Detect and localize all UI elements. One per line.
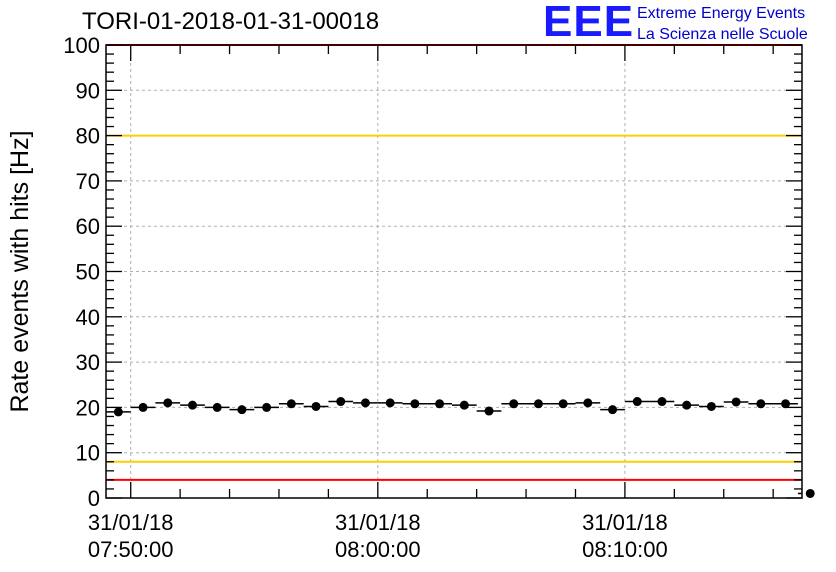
y-tick-label: 30 bbox=[76, 350, 100, 375]
x-tick-time-label: 08:10:00 bbox=[582, 537, 668, 562]
data-point bbox=[608, 405, 618, 415]
data-point bbox=[558, 399, 568, 409]
logo-text-line1: Extreme Energy Events bbox=[637, 5, 806, 22]
data-point bbox=[533, 399, 543, 409]
data-point bbox=[212, 402, 222, 412]
x-tick-date-label: 31/01/18 bbox=[335, 510, 421, 535]
y-tick-label: 100 bbox=[63, 33, 100, 58]
data-point bbox=[113, 407, 123, 417]
x-tick-date-label: 31/01/18 bbox=[582, 510, 668, 535]
x-tick-date-label: 31/01/18 bbox=[88, 510, 174, 535]
data-point bbox=[410, 399, 420, 409]
y-tick-label: 60 bbox=[76, 214, 100, 239]
data-point bbox=[583, 398, 593, 408]
eee-logo-mark: EEE bbox=[543, 0, 635, 46]
data-point bbox=[731, 397, 741, 407]
data-point bbox=[187, 400, 197, 410]
data-point bbox=[805, 488, 815, 498]
data-point bbox=[360, 398, 370, 408]
chart-title: TORI-01-2018-01-31-00018 bbox=[82, 8, 380, 35]
data-point bbox=[459, 400, 469, 410]
eee-logo: EEE Extreme Energy Events La Scienza nel… bbox=[543, 0, 833, 46]
y-tick-label: 70 bbox=[76, 169, 100, 194]
y-tick-label: 10 bbox=[76, 441, 100, 466]
data-point bbox=[632, 397, 642, 407]
y-axis-label: Rate events with hits [Hz] bbox=[6, 130, 34, 412]
data-point bbox=[657, 397, 667, 407]
data-point bbox=[682, 400, 692, 410]
y-tick-label: 90 bbox=[76, 78, 100, 103]
y-tick-label: 50 bbox=[76, 260, 100, 285]
data-point bbox=[262, 402, 272, 412]
data-point bbox=[311, 401, 321, 411]
data-point bbox=[509, 399, 519, 409]
data-point bbox=[781, 399, 791, 409]
data-point bbox=[484, 406, 494, 416]
y-tick-label: 80 bbox=[76, 124, 100, 149]
data-point bbox=[435, 399, 445, 409]
data-point bbox=[138, 402, 148, 412]
y-tick-label: 40 bbox=[76, 305, 100, 330]
logo-text-line2: La Scienza nelle Scuole bbox=[637, 26, 808, 43]
data-point bbox=[336, 397, 346, 407]
data-point bbox=[706, 401, 716, 411]
data-point bbox=[385, 398, 395, 408]
data-point bbox=[237, 405, 247, 415]
data-point bbox=[163, 398, 173, 408]
data-point bbox=[756, 399, 766, 409]
x-tick-time-label: 08:00:00 bbox=[335, 537, 421, 562]
y-tick-label: 20 bbox=[76, 395, 100, 420]
data-point bbox=[286, 399, 296, 409]
y-tick-label: 0 bbox=[88, 486, 100, 511]
x-tick-time-label: 07:50:00 bbox=[88, 537, 174, 562]
